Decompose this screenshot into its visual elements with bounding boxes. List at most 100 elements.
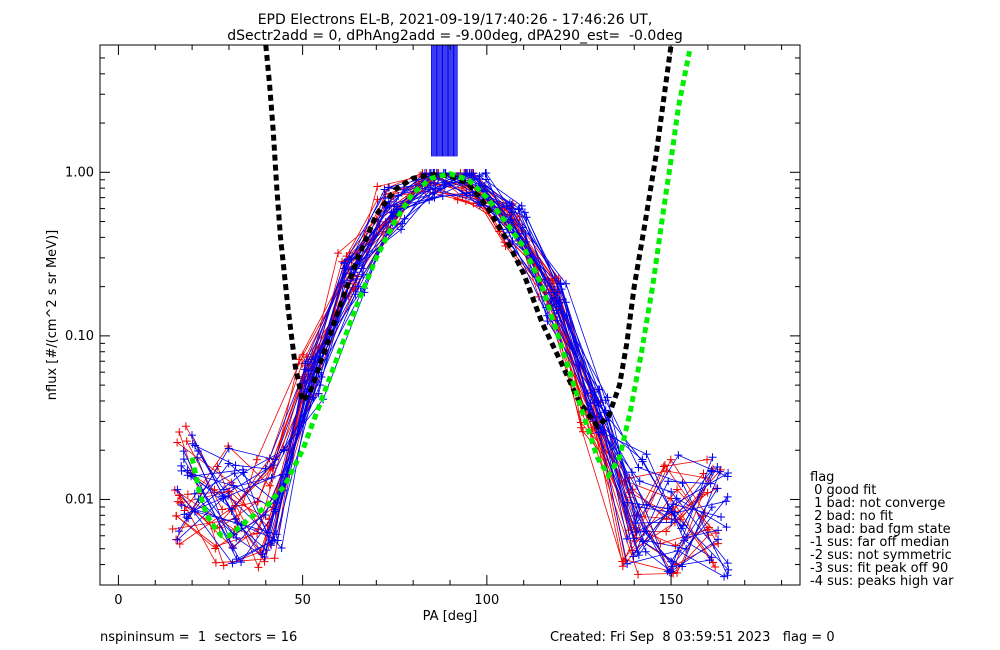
x-tick-label: 50	[294, 593, 311, 608]
measured-trace	[176, 172, 702, 550]
data-point-marker	[172, 511, 181, 520]
data-point-marker	[237, 558, 246, 567]
legend-item: -2 sus: not symmetric	[810, 548, 952, 563]
data-point-marker	[713, 484, 722, 493]
measured-trace	[197, 172, 711, 558]
data-point-marker	[514, 205, 523, 214]
data-point-marker	[482, 175, 491, 184]
data-point-marker	[662, 527, 671, 536]
data-point-marker	[183, 490, 192, 499]
data-point-marker	[671, 541, 680, 550]
measured-trace	[191, 178, 729, 573]
data-point-marker	[601, 406, 610, 415]
measured-trace	[180, 172, 718, 530]
data-point-marker	[347, 265, 356, 274]
data-point-marker	[590, 393, 599, 402]
data-point-marker	[263, 528, 272, 537]
legend-item: 0 good fit	[810, 483, 876, 498]
data-point-marker	[713, 463, 722, 472]
data-point-marker	[722, 497, 731, 506]
y-tick-label: 1.00	[65, 165, 94, 180]
data-point-marker	[177, 501, 186, 510]
measured-trace	[186, 188, 719, 538]
data-point-marker	[314, 389, 323, 398]
data-point-marker	[260, 553, 269, 562]
data-point-marker	[642, 500, 651, 509]
data-point-marker	[600, 408, 609, 417]
data-point-marker	[662, 515, 671, 524]
footer-left: nspininsum = 1 sectors = 16	[100, 630, 297, 645]
data-point-marker	[629, 552, 638, 561]
footer-right: Created: Fri Sep 8 03:59:51 2023 flag = …	[550, 630, 835, 645]
data-point-marker	[603, 393, 612, 402]
data-point-marker	[238, 465, 247, 474]
legend-item: 3 bad: bad fgm state	[810, 522, 951, 537]
data-point-marker	[453, 195, 462, 204]
data-point-marker	[665, 568, 674, 577]
data-point-marker	[623, 498, 632, 507]
y-axis-label: nflux [#/(cm^2 s sr MeV)]	[45, 230, 60, 400]
data-point-marker	[228, 559, 237, 568]
data-point-marker	[317, 373, 326, 382]
data-point-marker	[179, 447, 188, 456]
data-point-marker	[175, 540, 184, 549]
data-point-marker	[711, 562, 720, 571]
blue-trace-group	[173, 45, 733, 581]
data-point-marker	[400, 214, 409, 223]
x-tick-label: 100	[474, 593, 499, 608]
data-point-marker	[301, 378, 310, 387]
data-point-marker	[500, 238, 509, 247]
data-point-marker	[194, 446, 203, 455]
data-point-marker	[271, 507, 280, 516]
data-point-marker	[384, 183, 393, 192]
data-point-marker	[181, 422, 190, 431]
data-point-marker	[270, 554, 279, 563]
measured-trace	[192, 194, 710, 567]
data-point-marker	[254, 563, 263, 572]
data-point-marker	[678, 562, 687, 571]
data-point-marker	[670, 508, 679, 517]
data-point-marker	[380, 185, 389, 194]
data-point-marker	[720, 572, 729, 581]
data-point-marker	[505, 199, 514, 208]
data-point-marker	[267, 541, 276, 550]
data-point-marker	[211, 558, 220, 567]
data-point-marker	[724, 468, 733, 477]
data-point-marker	[515, 204, 524, 213]
data-point-marker	[723, 492, 732, 501]
data-point-marker	[392, 202, 401, 211]
data-point-marker	[231, 461, 240, 470]
data-point-marker	[723, 559, 732, 568]
chart-title: EPD Electrons EL-B, 2021-09-19/17:40:26 …	[258, 12, 653, 28]
fit-series-group	[189, 44, 692, 539]
x-axis-label: PA [deg]	[423, 609, 478, 624]
data-point-marker	[431, 184, 440, 193]
data-point-marker	[707, 466, 716, 475]
data-point-marker	[561, 279, 570, 288]
data-point-marker	[224, 459, 233, 468]
x-axis: 0 50 100 150	[114, 45, 783, 608]
data-point-marker	[723, 571, 732, 580]
data-point-marker	[277, 543, 286, 552]
data-point-marker	[425, 195, 434, 204]
data-point-marker	[705, 556, 714, 565]
data-point-marker	[184, 514, 193, 523]
data-point-marker	[373, 195, 382, 204]
data-point-marker	[303, 357, 312, 366]
data-point-marker	[678, 479, 687, 488]
data-point-marker	[518, 223, 527, 232]
data-point-marker	[714, 535, 723, 544]
measured-trace	[194, 172, 728, 576]
data-point-marker	[252, 455, 261, 464]
data-point-marker	[634, 463, 643, 472]
legend-title: flag	[810, 470, 834, 485]
fit-series-line	[263, 44, 674, 430]
data-point-marker	[232, 533, 241, 542]
data-point-marker	[703, 455, 712, 464]
data-point-marker	[173, 438, 182, 447]
data-point-marker	[188, 439, 197, 448]
data-point-marker	[659, 462, 668, 471]
data-point-marker	[667, 518, 676, 527]
data-point-marker	[561, 298, 570, 307]
data-point-marker	[639, 537, 648, 546]
